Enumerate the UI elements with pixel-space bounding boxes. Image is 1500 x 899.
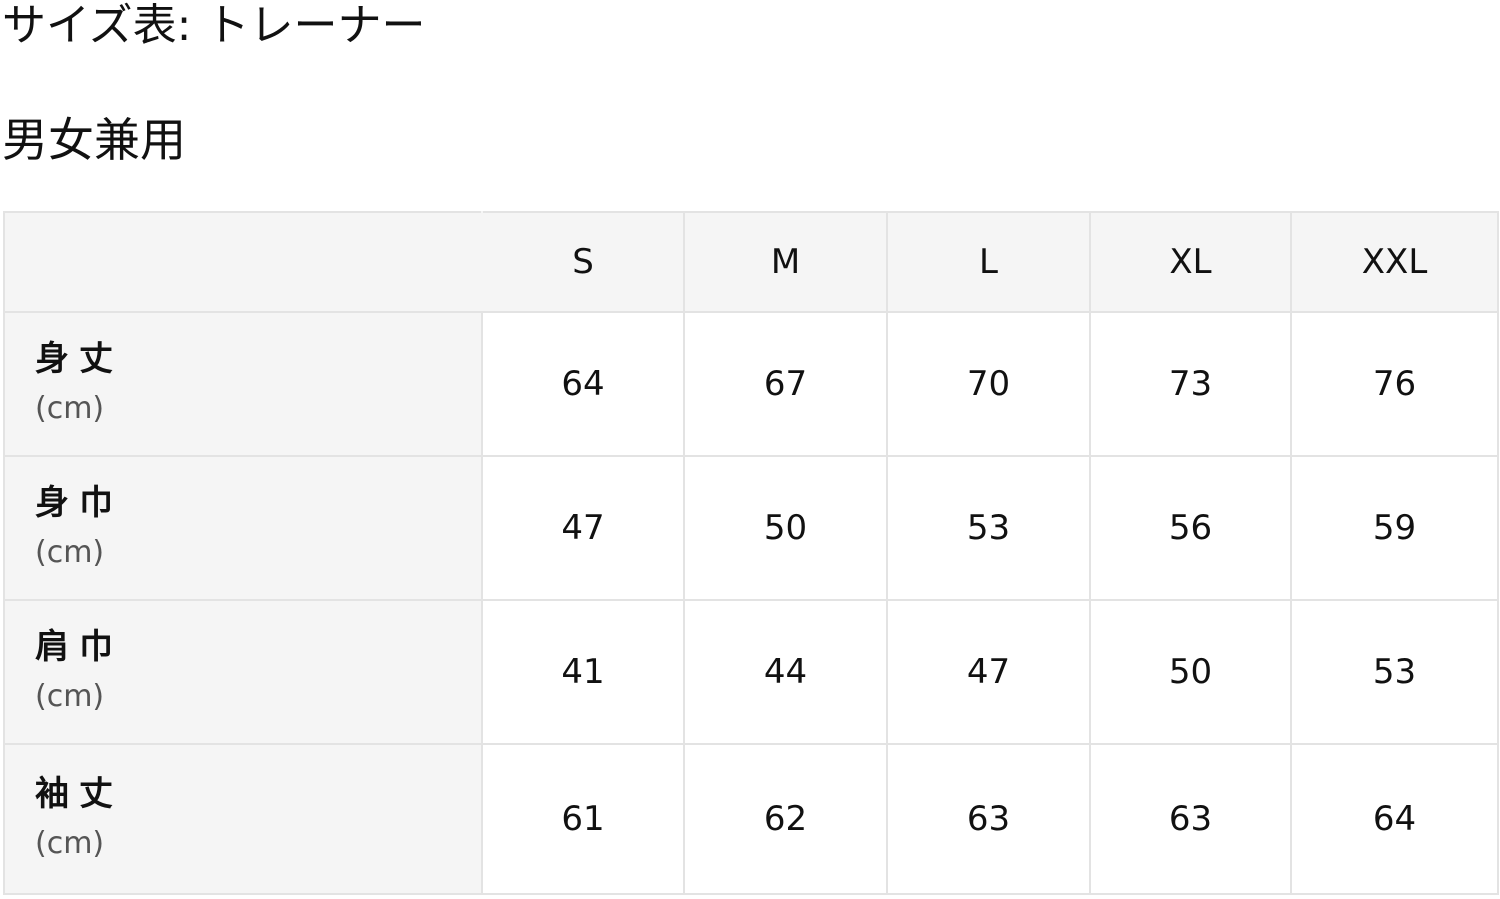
header-corner	[3, 211, 483, 313]
value-cell: 59	[1290, 455, 1499, 601]
value-cell: 70	[886, 311, 1091, 457]
value-cell: 56	[1089, 455, 1292, 601]
header-size-s: S	[481, 211, 685, 313]
row-label-cell: 身丈 (cm)	[3, 311, 483, 457]
page-subtitle: 男女兼用	[2, 113, 186, 167]
table-row: 袖丈 (cm) 61 62 63 63 64	[3, 743, 1499, 895]
row-label: 身丈	[35, 339, 123, 379]
value-cell: 76	[1290, 311, 1499, 457]
header-size-xxl: XXL	[1290, 211, 1499, 313]
row-label-cell: 肩巾 (cm)	[3, 599, 483, 745]
header-size-l: L	[886, 211, 1091, 313]
value-cell: 44	[683, 599, 888, 745]
row-unit: (cm)	[35, 535, 105, 570]
header-size-xl: XL	[1089, 211, 1292, 313]
value-cell: 47	[481, 455, 685, 601]
page-title: サイズ表: トレーナー	[2, 0, 426, 51]
value-cell: 63	[886, 743, 1091, 895]
row-label-cell: 身巾 (cm)	[3, 455, 483, 601]
row-unit: (cm)	[35, 826, 105, 861]
value-cell: 73	[1089, 311, 1292, 457]
value-cell: 64	[481, 311, 685, 457]
value-cell: 61	[481, 743, 685, 895]
row-label: 肩巾	[35, 627, 123, 667]
row-label: 身巾	[35, 483, 123, 523]
row-label: 袖丈	[35, 774, 123, 814]
value-cell: 53	[1290, 599, 1499, 745]
value-cell: 62	[683, 743, 888, 895]
value-cell: 50	[683, 455, 888, 601]
value-cell: 63	[1089, 743, 1292, 895]
row-unit: (cm)	[35, 679, 105, 714]
value-cell: 50	[1089, 599, 1292, 745]
value-cell: 64	[1290, 743, 1499, 895]
table-row: 身巾 (cm) 47 50 53 56 59	[3, 455, 1499, 601]
header-row: S M L XL XXL	[3, 211, 1499, 313]
value-cell: 53	[886, 455, 1091, 601]
size-table: S M L XL XXL 身丈 (cm) 64 67 70 73 76 身巾 (cm) 47 50 5…	[3, 211, 1499, 895]
value-cell: 47	[886, 599, 1091, 745]
table-row: 身丈 (cm) 64 67 70 73 76	[3, 311, 1499, 457]
row-unit: (cm)	[35, 391, 105, 426]
row-label-cell: 袖丈 (cm)	[3, 743, 483, 895]
value-cell: 41	[481, 599, 685, 745]
value-cell: 67	[683, 311, 888, 457]
header-size-m: M	[683, 211, 888, 313]
table-row: 肩巾 (cm) 41 44 47 50 53	[3, 599, 1499, 745]
